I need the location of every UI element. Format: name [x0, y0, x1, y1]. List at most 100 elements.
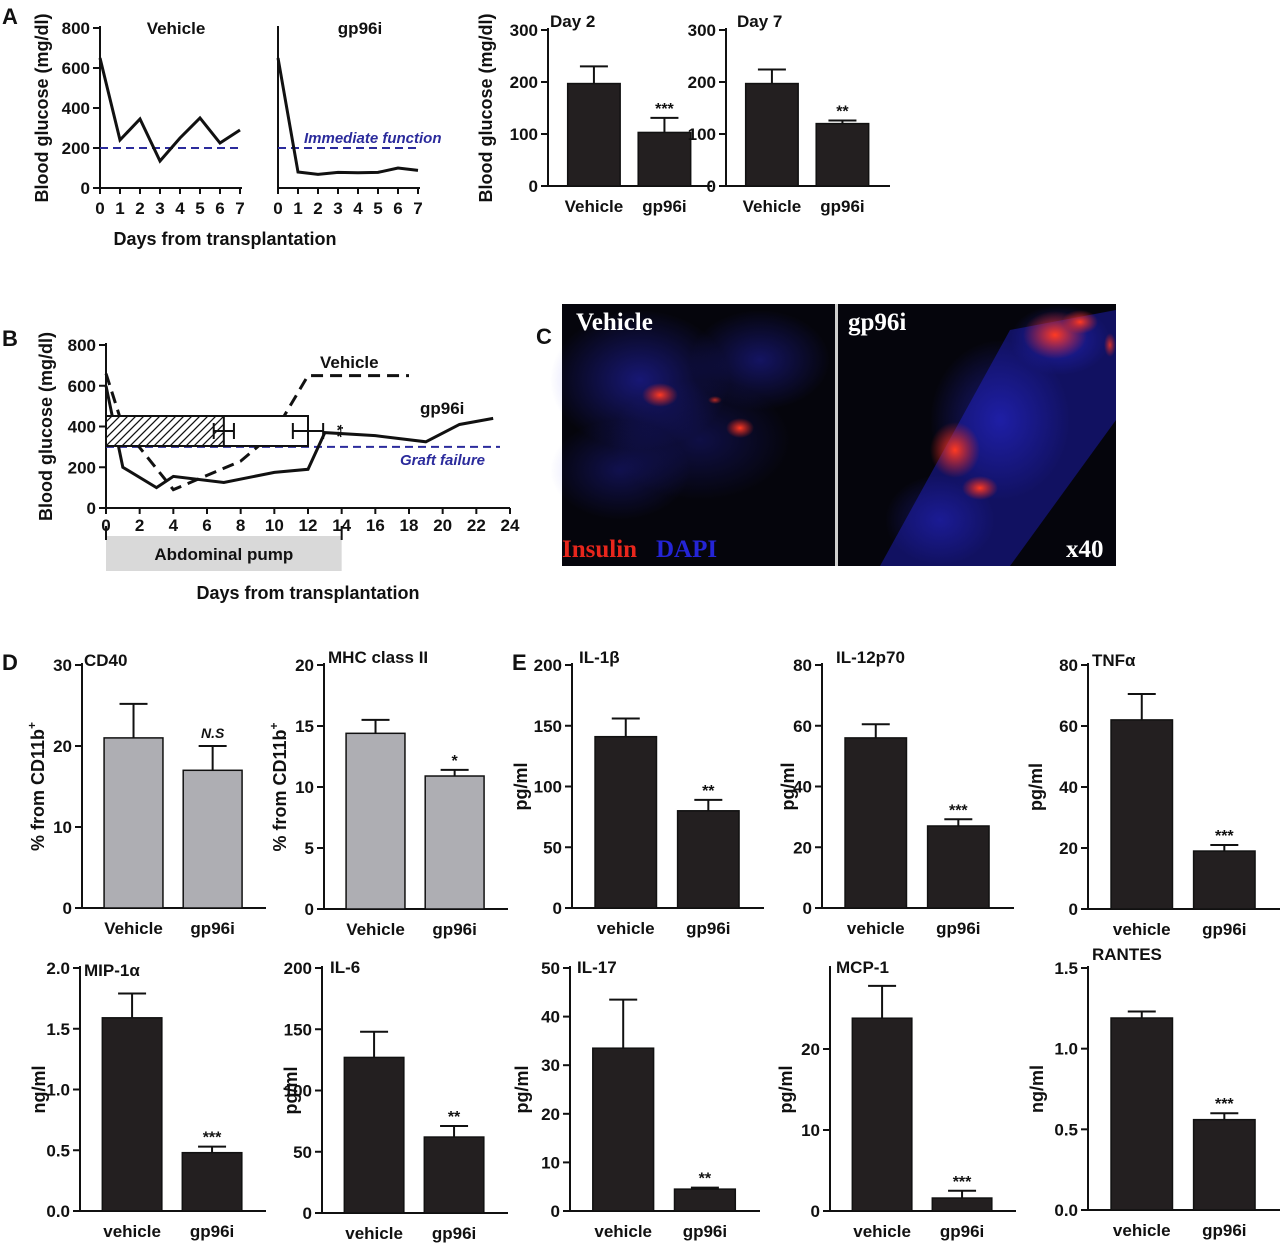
y-tick-label: 1.0	[46, 1081, 70, 1100]
bar-vehicle	[592, 1047, 655, 1212]
series-label-vehicle: Vehicle	[320, 353, 379, 372]
category-label: gp96i	[940, 1222, 984, 1241]
chart-e-il17: 0 10 20 30 40 50 vehicle gp96i ** pg/ml IL-17	[512, 958, 760, 1241]
y-axis-label: pg/ml	[778, 763, 798, 811]
category-label: vehicle	[345, 1224, 403, 1243]
y-tick-label: 0	[303, 1204, 312, 1223]
category-label: gp96i	[190, 919, 234, 938]
bar-vehicle	[103, 737, 164, 909]
x-tick-label: 6	[393, 199, 402, 218]
x-tick-label: 3	[155, 199, 164, 218]
y-tick-label: 100	[284, 1082, 312, 1101]
bar-vehicle	[343, 1056, 405, 1214]
chart-title: TNFα	[1092, 651, 1136, 670]
y-tick-label: 60	[1059, 717, 1078, 736]
y-tick-label: 0	[551, 1202, 560, 1221]
abdominal-pump-bar	[106, 536, 342, 571]
x-tick-label: 5	[373, 199, 382, 218]
series-line	[276, 57, 419, 176]
y-tick-label: 40	[1059, 778, 1078, 797]
x-tick-label: 14	[332, 516, 351, 535]
chart-title: MCP-1	[836, 958, 889, 977]
category-label: vehicle	[103, 1222, 161, 1241]
x-tick-label: 7	[413, 199, 422, 218]
stain-insulin-label: Insulin	[562, 536, 637, 563]
threshold-label: Graft failure	[400, 452, 485, 469]
y-tick-label: 1.5	[1054, 959, 1078, 978]
bar-vehicle	[844, 737, 908, 909]
category-label: Vehicle	[104, 919, 163, 938]
x-tick-label: 16	[366, 516, 385, 535]
y-tick-label: 40	[541, 1008, 560, 1027]
chart-title: IL-6	[330, 958, 360, 977]
significance-label: ***	[203, 1130, 222, 1147]
y-tick-label: 150	[534, 717, 562, 736]
y-tick-label: 30	[541, 1056, 560, 1075]
y-tick-label: 0	[803, 899, 812, 918]
threshold-label: Immediate function	[304, 130, 442, 147]
micrograph-gp96i: gp96i x40	[838, 304, 1116, 566]
y-axis-label: ng/ml	[1027, 1065, 1047, 1113]
y-axis-label: % from CD11b+	[25, 722, 48, 851]
stain-dapi-label: DAPI	[656, 536, 717, 563]
x-tick-label: 10	[265, 516, 284, 535]
y-tick-label: 600	[62, 59, 90, 78]
bar-vehicle	[1110, 1017, 1174, 1211]
category-label: gp96i	[432, 920, 476, 939]
y-tick-label: 10	[295, 778, 314, 797]
x-tick-label: 6	[202, 516, 211, 535]
x-tick-label: 2	[135, 199, 144, 218]
y-tick-label: 300	[510, 21, 538, 40]
x-tick-label: 1	[293, 199, 302, 218]
y-tick-label: 200	[68, 458, 96, 477]
significance-label: **	[702, 783, 715, 800]
x-tick-label: 18	[400, 516, 419, 535]
y-tick-label: 0	[87, 499, 96, 518]
chart-d-mhc: 0 5 10 15 20 Vehicle gp96i * % from CD11b+ MHC cl…	[267, 648, 508, 939]
y-axis-label: Blood glucose (mg/dl)	[32, 14, 52, 203]
x-tick-label: 2	[313, 199, 322, 218]
chart-title: RANTES	[1092, 945, 1162, 964]
chart-e-il1b: 0 50 100 150 200 vehicle gp96i ** pg/ml IL-1β	[511, 648, 764, 938]
y-tick-label: 100	[534, 778, 562, 797]
y-tick-label: 200	[62, 139, 90, 158]
panel-letter-e: E	[512, 650, 527, 675]
bar-gp96i	[182, 769, 243, 909]
significance-label: N.S	[201, 725, 225, 741]
bar-vehicle	[594, 735, 658, 909]
magnification-label: x40	[1066, 536, 1104, 563]
y-tick-label: 0.0	[46, 1202, 70, 1221]
micrograph-vehicle-label: Vehicle	[576, 309, 653, 336]
y-tick-label: 20	[1059, 839, 1078, 858]
y-tick-label: 0	[305, 900, 314, 919]
x-tick-label: 7	[235, 199, 244, 218]
y-tick-label: 0	[811, 1202, 820, 1221]
x-tick-label: 22	[467, 516, 486, 535]
category-label: vehicle	[597, 919, 655, 938]
bar-gp96i	[815, 122, 870, 187]
category-label: gp96i	[642, 197, 686, 216]
y-axis-label: pg/ml	[281, 1067, 301, 1115]
chart-d-cd40: 0 10 20 30 Vehicle gp96i N.S % from CD11b+ CD40	[25, 651, 266, 938]
category-label: vehicle	[847, 919, 905, 938]
chart-title: MHC class II	[328, 648, 428, 667]
x-tick-label: 12	[299, 516, 318, 535]
y-tick-label: 10	[541, 1153, 560, 1172]
x-tick-label: 8	[236, 516, 245, 535]
y-axis-label: pg/ml	[776, 1066, 796, 1114]
y-tick-label: 150	[284, 1020, 312, 1039]
y-tick-label: 0.0	[1054, 1201, 1078, 1220]
bar-gp96i	[637, 131, 692, 187]
category-label: gp96i	[1202, 1221, 1246, 1240]
bar-gp96i	[926, 825, 990, 909]
x-axis-label: Days from transplantation	[113, 229, 336, 249]
x-tick-label: 6	[215, 199, 224, 218]
micrograph-gp96i-label: gp96i	[848, 309, 906, 336]
y-tick-label: 200	[284, 959, 312, 978]
y-tick-label: 1.5	[46, 1020, 70, 1039]
chart-title: MIP-1α	[84, 961, 140, 980]
category-label: gp96i	[190, 1222, 234, 1241]
y-tick-label: 600	[68, 377, 96, 396]
x-axis-label: Days from transplantation	[196, 583, 419, 603]
